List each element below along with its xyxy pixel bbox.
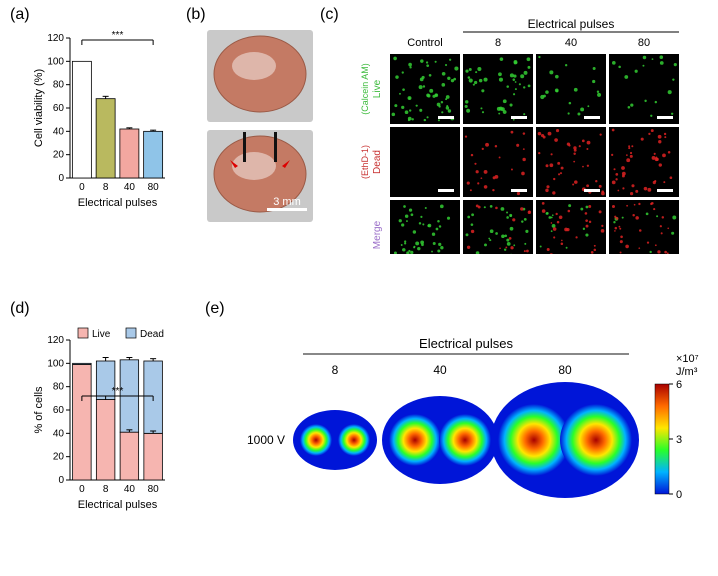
svg-text:Dead: Dead (372, 150, 383, 174)
svg-text:Live: Live (92, 329, 111, 340)
svg-text:80: 80 (148, 484, 160, 495)
panel-a-chart: 0 20 40 60 80 100 120 0 8 40 80 *** Cell viability (… (30, 28, 180, 228)
svg-text:40: 40 (53, 126, 65, 137)
panel-b-photos: 3 mm (205, 30, 315, 226)
svg-text:0: 0 (58, 173, 64, 184)
svg-text:80: 80 (638, 37, 650, 49)
panel-label-d: (d) (10, 300, 30, 318)
svg-text:Live: Live (372, 79, 383, 98)
panel-d-chart: 0 20 40 60 80 100 120 0 8 40 80 *** % of cells Electr… (30, 320, 198, 525)
panel-label-c: (c) (320, 6, 339, 24)
svg-text:80: 80 (53, 80, 65, 91)
panel-e-sim: Electrical pulses 8 40 80 1000 V 6 3 0 ×10⁷J/m³ (225, 320, 710, 520)
svg-text:(EthD-1): (EthD-1) (360, 145, 370, 179)
svg-text:Dead: Dead (140, 329, 164, 340)
svg-text:20: 20 (53, 150, 65, 161)
svg-text:Cell viability (%): Cell viability (%) (33, 69, 45, 147)
svg-text:120: 120 (47, 33, 64, 44)
svg-text:40: 40 (565, 37, 577, 49)
svg-text:***: *** (112, 386, 124, 397)
svg-text:Electrical pulses: Electrical pulses (78, 499, 158, 511)
svg-text:Electrical pulses: Electrical pulses (78, 197, 158, 209)
svg-text:8: 8 (495, 37, 501, 49)
svg-text:0: 0 (58, 475, 64, 486)
svg-text:40: 40 (124, 182, 136, 193)
svg-text:40: 40 (433, 363, 447, 377)
svg-text:8: 8 (332, 363, 339, 377)
svg-text:Merge: Merge (372, 220, 383, 249)
svg-text:Electrical pulses: Electrical pulses (528, 17, 615, 31)
svg-text:60: 60 (53, 405, 65, 416)
svg-text:40: 40 (53, 428, 65, 439)
svg-text:20: 20 (53, 452, 65, 463)
svg-text:% of cells: % of cells (33, 386, 45, 434)
panel-c-grid: Electrical pulses Control 8 40 80 Live(Calcei… (340, 14, 712, 254)
svg-text:120: 120 (47, 335, 64, 346)
svg-text:J/m³: J/m³ (676, 366, 698, 378)
svg-text:60: 60 (53, 103, 65, 114)
svg-text:40: 40 (124, 484, 136, 495)
svg-text:Control: Control (407, 37, 442, 49)
svg-text:Electrical pulses: Electrical pulses (419, 336, 513, 351)
svg-text:80: 80 (558, 363, 572, 377)
svg-text:3: 3 (676, 434, 682, 446)
svg-text:0: 0 (79, 484, 85, 495)
svg-text:8: 8 (103, 484, 109, 495)
svg-text:***: *** (112, 30, 124, 41)
svg-text:1000 V: 1000 V (247, 433, 285, 447)
svg-text:100: 100 (47, 56, 64, 67)
svg-text:×10⁷: ×10⁷ (676, 353, 699, 365)
svg-text:80: 80 (148, 182, 160, 193)
svg-text:0: 0 (676, 489, 682, 501)
panel-label-b: (b) (186, 6, 206, 24)
panel-label-e: (e) (205, 300, 225, 318)
svg-text:6: 6 (676, 379, 682, 391)
svg-text:100: 100 (47, 358, 64, 369)
panel-label-a: (a) (10, 6, 30, 24)
svg-text:3 mm: 3 mm (273, 196, 301, 208)
svg-text:0: 0 (79, 182, 85, 193)
svg-text:8: 8 (103, 182, 109, 193)
svg-text:(Calcein AM): (Calcein AM) (360, 63, 370, 115)
svg-text:80: 80 (53, 382, 65, 393)
